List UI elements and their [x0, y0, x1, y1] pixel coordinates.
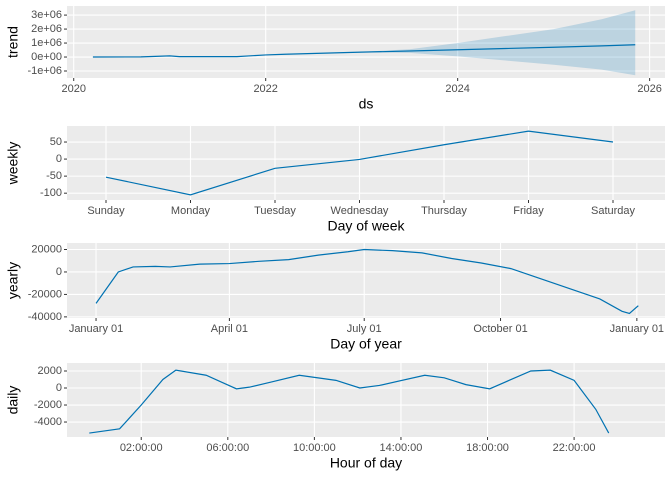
x-axis-label: ds: [359, 96, 374, 112]
x-tick-label: 10:00:00: [293, 442, 336, 454]
y-tick-label: 0: [56, 266, 62, 278]
y-tick-label: -2000: [34, 399, 62, 411]
x-tick-label: October 01: [473, 323, 527, 335]
x-tick-label: 2022: [253, 83, 277, 95]
x-tick-label: Wednesday: [331, 205, 389, 217]
x-axis-label: Hour of day: [330, 455, 402, 471]
y-axis-label: yearly: [5, 262, 21, 299]
y-tick-label: -1e+06: [27, 65, 62, 77]
y-tick-label: 2e+06: [31, 23, 62, 35]
x-tick-label: 14:00:00: [380, 442, 423, 454]
y-axis-label: trend: [5, 26, 21, 58]
y-tick-label: -20000: [28, 288, 62, 300]
x-tick-label: 02:00:00: [120, 442, 163, 454]
x-tick-label: Thursday: [421, 205, 467, 217]
line: [92, 44, 636, 58]
y-tick-label: -50: [46, 170, 62, 182]
panel-background: [67, 243, 665, 318]
y-tick-label: 0e+00: [31, 51, 62, 63]
panel-background: [67, 363, 665, 437]
line: [95, 248, 639, 315]
x-tick-label: July 01: [347, 323, 382, 335]
y-tick-label: 3e+06: [31, 9, 62, 21]
x-tick-label: January 01: [610, 323, 664, 335]
y-tick-label: -4000: [34, 416, 62, 428]
x-tick-label: April 01: [211, 323, 248, 335]
x-tick-label: Friday: [513, 205, 544, 217]
uncertainty-band: [92, 10, 636, 76]
x-tick-label: Tuesday: [254, 205, 296, 217]
panel-background: [67, 126, 665, 200]
x-tick-label: Saturday: [591, 205, 636, 217]
x-tick-label: Monday: [171, 205, 211, 217]
y-tick-label: 2000: [38, 365, 62, 377]
y-tick-label: -40000: [28, 311, 62, 323]
y-tick-label: 1e+06: [31, 37, 62, 49]
x-tick-label: 18:00:00: [466, 442, 509, 454]
y-tick-label: 20000: [31, 243, 62, 255]
line: [105, 130, 614, 196]
y-axis-label: weekly: [5, 142, 21, 186]
x-tick-label: 2024: [445, 83, 469, 95]
x-tick-label: Sunday: [87, 205, 125, 217]
x-tick-label: 22:00:00: [553, 442, 596, 454]
y-tick-label: 50: [50, 136, 62, 148]
panel-background: [67, 6, 665, 78]
x-axis-label: Day of year: [330, 336, 402, 352]
line: [89, 369, 610, 434]
y-tick-label: -100: [40, 187, 62, 199]
x-tick-label: January 01: [69, 323, 123, 335]
x-tick-label: 2026: [637, 83, 661, 95]
x-tick-label: 2020: [61, 83, 85, 95]
x-axis-label: Day of week: [327, 218, 405, 234]
y-tick-label: 0: [56, 153, 62, 165]
x-tick-label: 06:00:00: [206, 442, 249, 454]
y-axis-label: daily: [5, 386, 21, 415]
y-tick-label: 0: [56, 382, 62, 394]
